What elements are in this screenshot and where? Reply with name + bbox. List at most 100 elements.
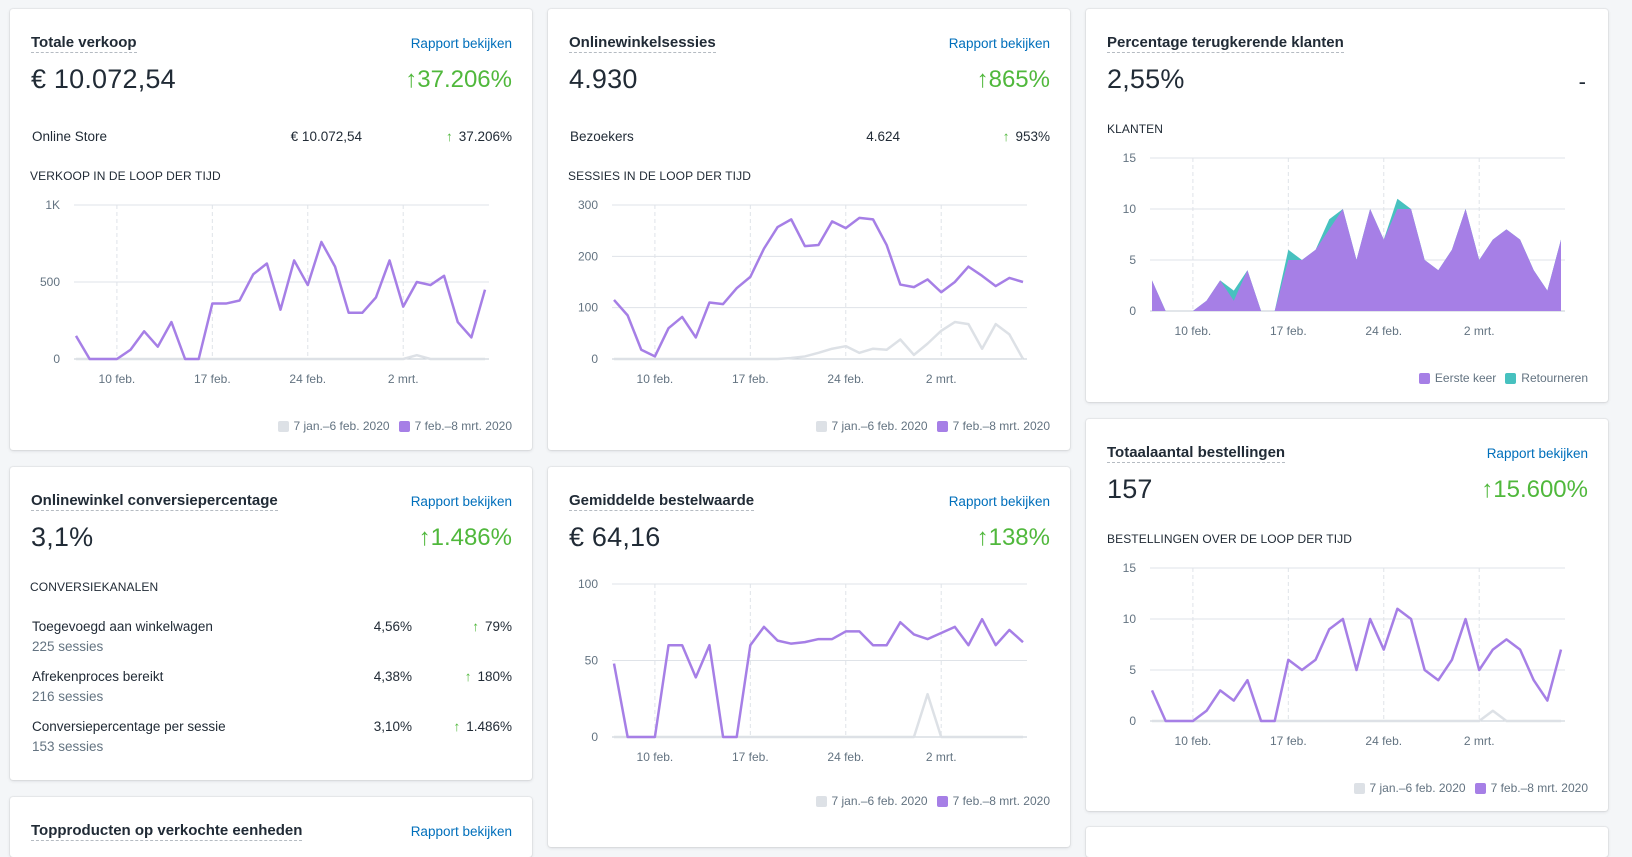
x-tick-label: 17 feb.: [1270, 324, 1307, 338]
current-period-line: [613, 216, 1024, 358]
funnel-row-label: Toegevoegd aan winkelwagen: [32, 619, 213, 634]
breakdown-value: € 10.072,54: [290, 129, 362, 144]
x-tick-label: 10 feb.: [637, 372, 674, 386]
y-tick-label: 0: [53, 352, 60, 366]
card-title[interactable]: Gemiddelde bestelwaarde: [569, 492, 755, 511]
legend-swatch-icon: [1474, 782, 1486, 794]
view-report-link[interactable]: Rapport bekijken: [948, 494, 1050, 509]
legend-previous: 7 jan.–6 feb. 2020: [277, 419, 390, 433]
legend-swatch-icon: [1505, 372, 1517, 384]
sales-card: Totale verkoop Rapport bekijken € 10.072…: [10, 9, 532, 450]
previous-period-line: [76, 353, 485, 361]
y-tick-label: 50: [585, 654, 599, 668]
legend-swatch-icon: [815, 795, 827, 807]
funnel-row-value: 4,38%: [373, 669, 412, 684]
previous-period-line: [614, 320, 1025, 361]
metric-value: € 10.072,54: [31, 64, 176, 94]
y-tick-label: 0: [1129, 714, 1136, 728]
breakdown-change: ↑ 953%: [1002, 129, 1050, 144]
legend-previous: 7 jan.–6 feb. 2020: [815, 794, 928, 808]
y-tick-label: 1K: [45, 198, 60, 212]
x-tick-label: 2 mrt.: [1464, 324, 1495, 338]
legend-returning: Retourneren: [1505, 371, 1588, 385]
chart-legend: Eerste keer Retourneren: [1410, 371, 1588, 385]
x-tick-label: 24 feb.: [827, 372, 864, 386]
view-report-link[interactable]: Rapport bekijken: [410, 824, 512, 839]
metric-value: 4.930: [569, 64, 638, 94]
funnel-row-label: Afrekenproces bereikt: [32, 669, 164, 684]
breakdown-label: Bezoekers: [570, 129, 634, 144]
chart-legend: 7 jan.–6 feb. 2020 7 feb.–8 mrt. 2020: [807, 419, 1050, 433]
current-period-line: [612, 617, 1024, 739]
current-period-line: [1150, 607, 1563, 723]
funnel-row-sessions: 225 sessies: [32, 639, 104, 654]
card-title[interactable]: Topproducten op verkochte eenheden: [31, 822, 303, 841]
arrow-up-icon: ↑: [464, 669, 472, 684]
y-tick-label: 500: [40, 275, 60, 289]
x-tick-label: 2 mrt.: [926, 372, 957, 386]
chart-legend: 7 jan.–6 feb. 2020 7 feb.–8 mrt. 2020: [807, 794, 1050, 808]
legend-previous: 7 jan.–6 feb. 2020: [815, 419, 928, 433]
total-orders-card: Totaalaantal bestellingen Rapport bekijk…: [1086, 419, 1608, 811]
x-tick-label: 2 mrt.: [1464, 734, 1495, 748]
legend-swatch-icon: [815, 420, 827, 432]
x-tick-label: 10 feb.: [637, 750, 674, 764]
y-tick-label: 0: [1129, 304, 1136, 318]
total-orders-chart: 0 5 10 15 10 feb. 17 feb. 24 feb. 2 mrt.: [1123, 561, 1565, 748]
view-report-link[interactable]: Rapport bekijken: [1486, 446, 1588, 461]
legend-current: 7 feb.–8 mrt. 2020: [398, 419, 512, 433]
arrow-up-icon: ↑: [453, 719, 461, 734]
x-tick-label: 24 feb.: [827, 750, 864, 764]
funnel-row-change: ↑ 180%: [464, 669, 512, 684]
view-report-link[interactable]: Rapport bekijken: [410, 494, 512, 509]
legend-swatch-icon: [1418, 372, 1430, 384]
legend-first-time: Eerste keer: [1418, 371, 1496, 385]
metric-change: ↑138%: [976, 524, 1050, 551]
sales-chart: 0 500 1K 10 feb. 17 feb. 24 feb. 2 mrt.: [40, 198, 489, 386]
y-tick-label: 5: [1129, 253, 1136, 267]
breakdown-change: ↑ 37.206%: [445, 129, 512, 144]
card-title[interactable]: Onlinewinkelsessies: [569, 34, 716, 53]
x-tick-label: 17 feb.: [732, 372, 769, 386]
metric-change: ↑15.600%: [1481, 476, 1588, 503]
y-tick-label: 10: [1123, 612, 1137, 626]
arrow-up-icon: ↑: [1481, 476, 1494, 503]
x-tick-label: 17 feb.: [194, 372, 231, 386]
funnel-row-change: ↑ 79%: [472, 619, 512, 634]
card-title[interactable]: Totaalaantal bestellingen: [1107, 444, 1286, 463]
legend-current: 7 feb.–8 mrt. 2020: [936, 419, 1050, 433]
y-tick-label: 100: [578, 301, 598, 315]
legend-current: 7 feb.–8 mrt. 2020: [1474, 781, 1588, 795]
first-time-area: [1152, 209, 1561, 311]
metric-value: 3,1%: [31, 522, 94, 552]
y-tick-label: 15: [1123, 151, 1137, 165]
x-tick-label: 24 feb.: [289, 372, 326, 386]
card-title[interactable]: Percentage terugkerende klanten: [1107, 34, 1344, 53]
y-tick-label: 15: [1123, 561, 1137, 575]
x-tick-label: 10 feb.: [1175, 734, 1212, 748]
arrow-up-icon: ↑: [405, 66, 418, 93]
average-order-value-card: Gemiddelde bestelwaarde Rapport bekijken…: [548, 467, 1070, 847]
metric-change: ↑37.206%: [405, 66, 512, 93]
y-tick-label: 100: [578, 577, 598, 591]
chart-legend: 7 jan.–6 feb. 2020 7 feb.–8 mrt. 2020: [269, 419, 512, 433]
chart-heading: BESTELLINGEN OVER DE LOOP DER TIJD: [1107, 532, 1353, 546]
funnel-row-label: Conversiepercentage per sessie: [32, 719, 226, 734]
view-report-link[interactable]: Rapport bekijken: [410, 36, 512, 51]
chart-legend: 7 jan.–6 feb. 2020 7 feb.–8 mrt. 2020: [1345, 781, 1588, 795]
y-tick-label: 5: [1129, 663, 1136, 677]
view-report-link[interactable]: Rapport bekijken: [948, 36, 1050, 51]
legend-current: 7 feb.–8 mrt. 2020: [936, 794, 1050, 808]
previous-period-line: [614, 692, 1023, 739]
x-tick-label: 2 mrt.: [926, 750, 957, 764]
arrow-up-icon: ↑: [418, 524, 431, 551]
metric-change: ↑865%: [976, 66, 1050, 93]
card-title[interactable]: Totale verkoop: [31, 34, 137, 53]
legend-swatch-icon: [1353, 782, 1365, 794]
card-title[interactable]: Onlinewinkel conversiepercentage: [31, 492, 278, 511]
y-tick-label: 0: [591, 352, 598, 366]
y-tick-label: 200: [578, 249, 598, 263]
returning-customers-card: Percentage terugkerende klanten 2,55% - …: [1086, 9, 1608, 402]
breakdown-value: 4.624: [866, 129, 900, 144]
sessions-card: Onlinewinkelsessies Rapport bekijken 4.9…: [548, 9, 1070, 450]
